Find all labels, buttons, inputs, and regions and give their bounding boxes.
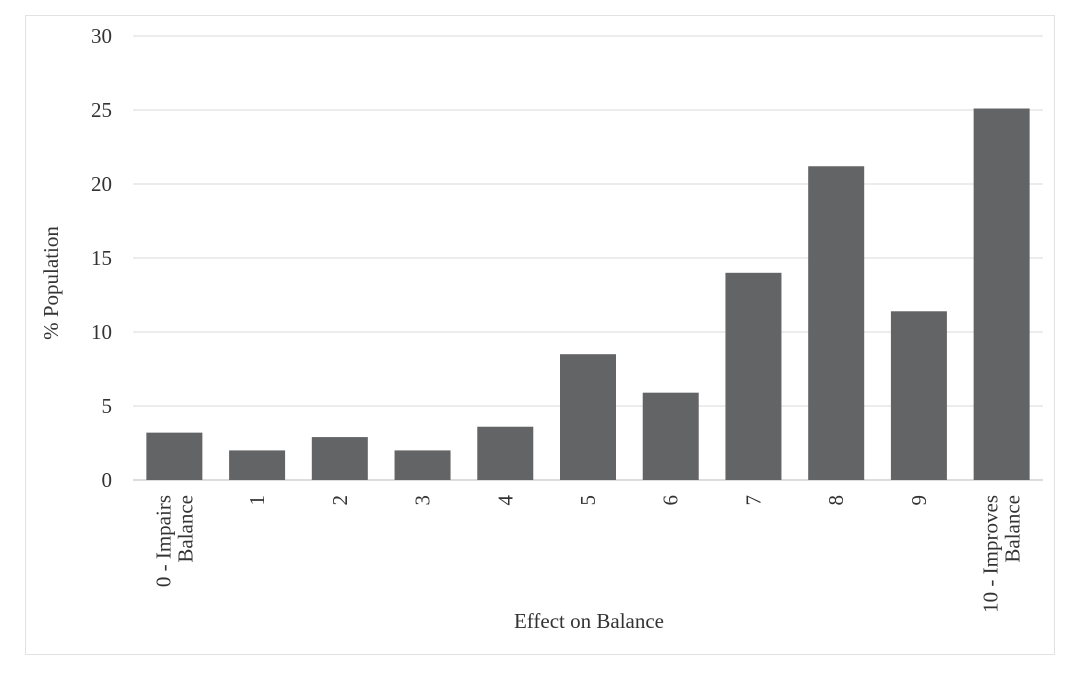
x-tick-label: 4 <box>493 495 517 506</box>
bar <box>311 437 368 480</box>
x-tick-label: 9 <box>907 495 931 506</box>
x-tick-label: 8 <box>824 495 848 506</box>
bar <box>229 450 286 480</box>
y-tick-label: 25 <box>91 98 112 122</box>
bar <box>973 108 1030 481</box>
x-tick-label: 6 <box>659 495 683 506</box>
y-tick-label: 0 <box>102 468 113 492</box>
bar <box>642 392 699 480</box>
bar <box>146 432 203 480</box>
x-tick-label: 7 <box>741 495 765 506</box>
y-tick-label: 30 <box>91 24 112 48</box>
x-tick-label: 1 <box>245 495 269 506</box>
y-axis-label: % Population <box>39 226 63 340</box>
x-tick-label: 10 - ImprovesBalance <box>979 495 1025 613</box>
x-tick-label: 3 <box>411 495 435 506</box>
x-tick-label: 0 - ImpairsBalance <box>151 495 197 587</box>
y-tick-label: 5 <box>102 394 113 418</box>
x-tick-label: 2 <box>328 495 352 506</box>
x-axis-label: Effect on Balance <box>514 609 664 633</box>
bar <box>725 272 782 480</box>
y-tick-label: 10 <box>91 320 112 344</box>
bar <box>394 450 451 480</box>
bar <box>560 354 616 480</box>
chart-frame <box>25 15 1055 655</box>
bar <box>808 166 865 481</box>
y-tick-label: 15 <box>91 246 112 270</box>
bar <box>477 426 534 480</box>
x-tick-label: 5 <box>576 495 600 506</box>
y-tick-label: 20 <box>91 172 112 196</box>
bar <box>890 311 947 480</box>
